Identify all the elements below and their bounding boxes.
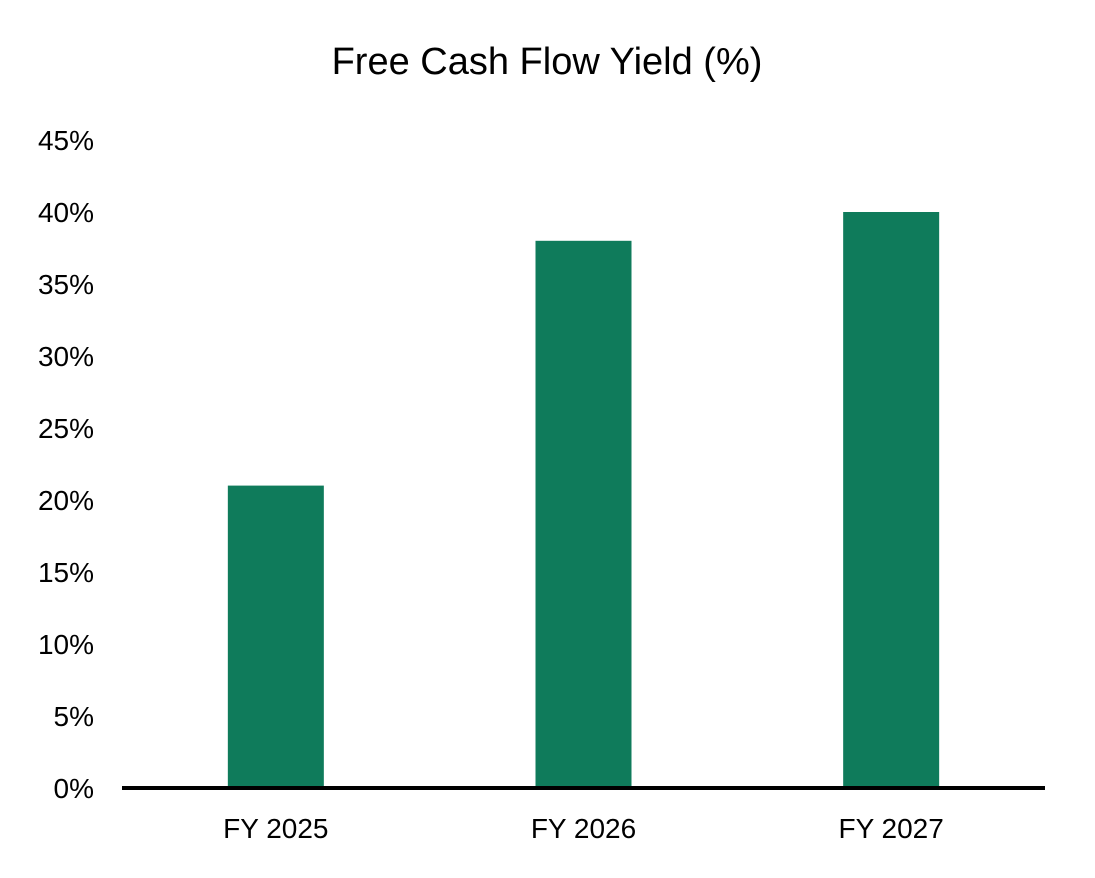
y-tick-label: 45% [38,125,94,156]
bar [227,485,324,788]
y-tick-label: 40% [38,197,94,228]
chart-title: Free Cash Flow Yield (%) [332,41,763,83]
y-tick-label: 10% [38,629,94,660]
y-tick-label: 25% [38,413,94,444]
bars [227,212,940,789]
y-tick-label: 30% [38,341,94,372]
y-axis-tick-labels: 0% 5% 10% 15% 20% 25% 30% 35% 40% 45% [38,125,94,804]
bar [843,212,940,788]
y-tick-label: 35% [38,269,94,300]
y-tick-label: 15% [38,557,94,588]
x-tick-label: FY 2026 [531,813,636,844]
y-tick-label: 5% [54,701,94,732]
y-tick-label: 20% [38,485,94,516]
y-tick-label: 0% [54,773,94,804]
x-tick-label: FY 2027 [838,813,943,844]
x-tick-label: FY 2025 [223,813,328,844]
x-axis-tick-labels: FY 2025 FY 2026 FY 2027 [223,813,944,844]
bar [535,240,632,789]
